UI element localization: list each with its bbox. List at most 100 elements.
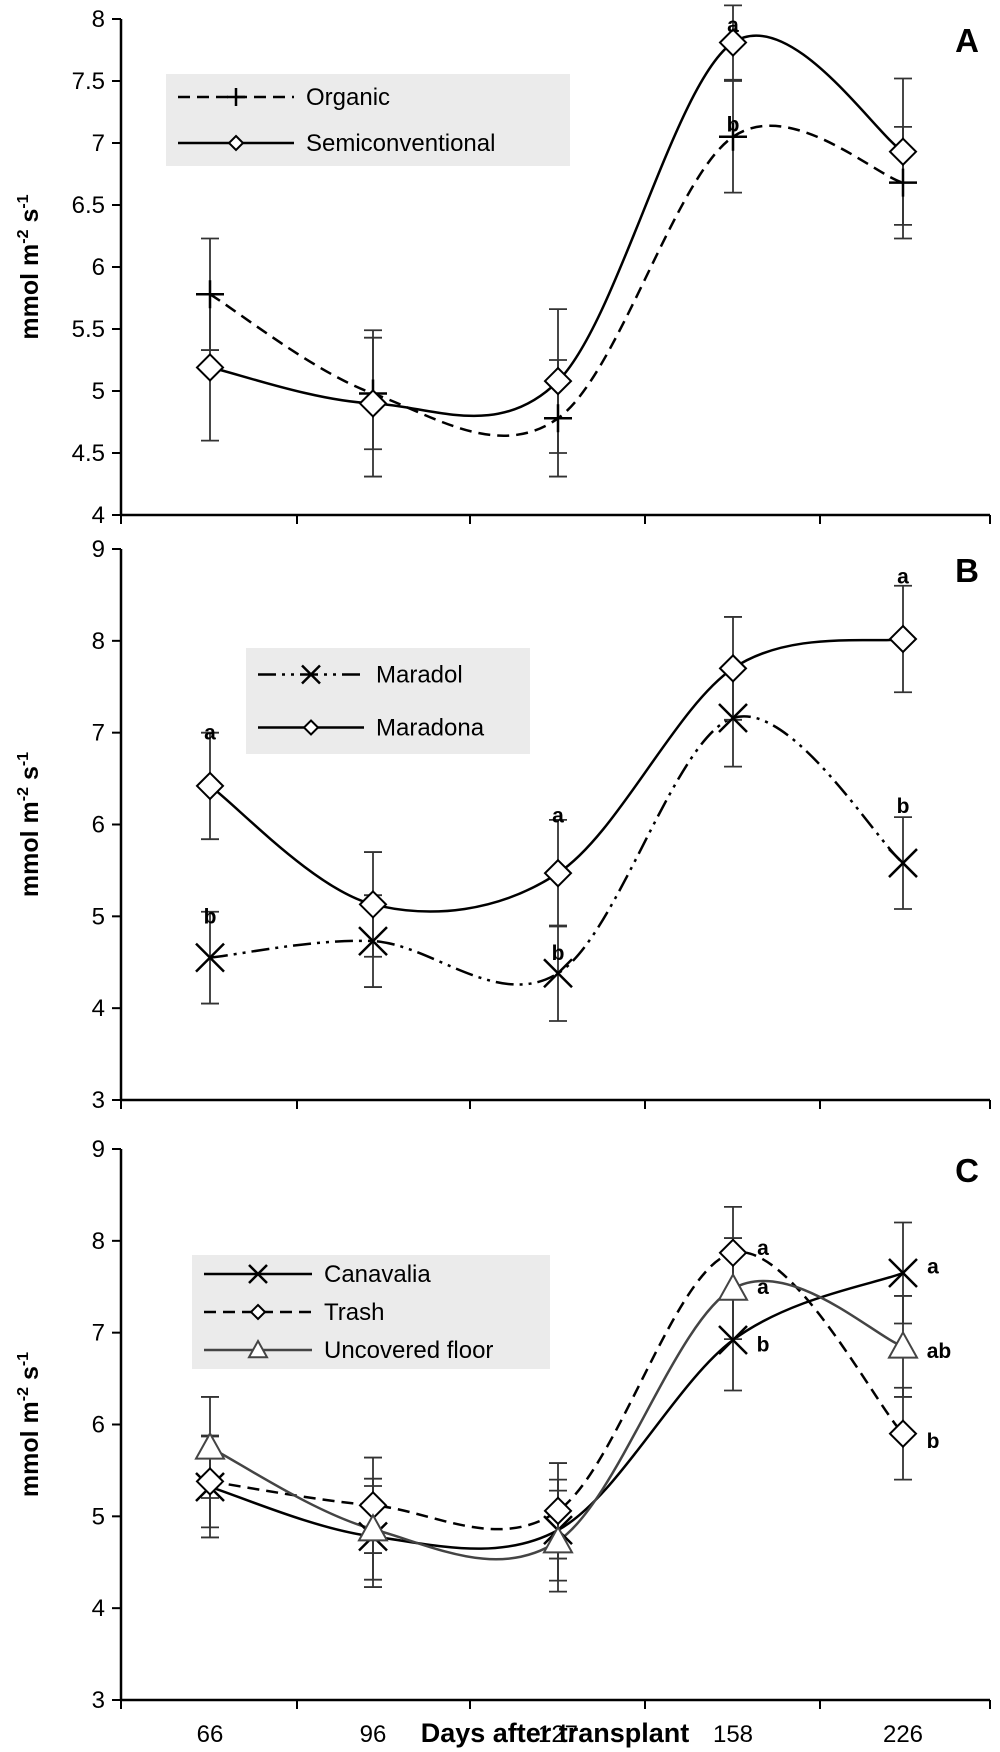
y-tick-label: 3 [92, 1087, 105, 1114]
y-tick-label: 4 [92, 502, 105, 529]
y-axis-label-part: -1 [15, 1352, 32, 1366]
data-point-maradona [718, 653, 748, 683]
y-axis-label-part: mmol m [16, 244, 44, 340]
y-tick-label: 8 [92, 628, 105, 655]
data-point-maradona-shape [718, 653, 748, 683]
legend: Canavalia Trash Uncovered floor [192, 1255, 550, 1369]
series-line-semiconventional [209, 34, 904, 418]
y-tick-label: 4 [92, 1595, 105, 1622]
x-tick-label: 226 [883, 1721, 923, 1748]
data-point-canavalia [718, 1325, 748, 1355]
data-point-canavalia-shape [888, 1258, 918, 1288]
data-point-canavalia-shape [718, 1325, 748, 1355]
data-point-uncovered-floor [542, 1525, 574, 1554]
data-point-organic-shape [544, 404, 572, 433]
y-tick-label: 6 [92, 812, 105, 839]
legend-marker-canavalia-shape [248, 1264, 268, 1284]
panel-label: A [955, 22, 979, 59]
legend-marker-maradona [302, 719, 320, 736]
y-tick-label: 9 [92, 536, 105, 563]
data-point-semiconventional [543, 366, 573, 396]
significance-letter: a [757, 1237, 769, 1260]
data-point-maradona [888, 624, 918, 654]
significance-letter: b [204, 905, 217, 928]
series-line-organic [209, 124, 904, 437]
legend-marker-maradol [301, 664, 321, 685]
data-point-organic-shape [196, 280, 224, 309]
significance-letter: a [204, 722, 216, 745]
y-tick-label: 9 [92, 1136, 105, 1163]
panel-b: 3 4 5 6 7 8 9 mmol m-2 s-1 Ba b a b a b Maradol Maradon… [15, 536, 991, 1114]
y-axis-label-part: mmol m [16, 801, 44, 897]
significance-letter: b [727, 113, 740, 136]
y-axis-label-part: s [16, 209, 44, 230]
data-point-semiconventional [195, 353, 225, 382]
data-point-semiconventional [888, 137, 918, 167]
series-line-trash [209, 1251, 904, 1531]
legend-marker-trash [249, 1303, 267, 1321]
x-tick-label: 96 [360, 1721, 387, 1748]
data-point-uncovered-floor-shape [194, 1431, 226, 1460]
legend: Organic Semiconventional [166, 74, 570, 166]
legend-marker-organic-shape [227, 88, 245, 106]
legend-marker-maradol-shape [301, 664, 321, 685]
data-point-maradol-shape [718, 703, 748, 733]
y-tick-label: 4 [92, 995, 105, 1022]
data-point-trash [718, 1238, 748, 1268]
y-axis-label-part: -2 [15, 787, 32, 801]
y-tick-label: 7 [92, 720, 105, 747]
data-point-uncovered-floor [357, 1513, 389, 1542]
y-tick-label: 5.5 [72, 316, 105, 343]
x-tick-label: 127 [538, 1721, 578, 1748]
data-point-semiconventional-shape [543, 366, 573, 396]
legend-marker-trash-shape [249, 1303, 267, 1321]
data-point-uncovered-floor-shape [542, 1525, 574, 1554]
data-point-maradol [195, 942, 225, 973]
data-point-semiconventional-shape [358, 388, 388, 418]
y-tick-label: 7 [92, 130, 105, 157]
y-axis-label-2: mmol m-2 s-1 [15, 1352, 44, 1497]
legend-label: Uncovered floor [324, 1337, 493, 1364]
data-point-maradol [543, 958, 573, 989]
significance-letter: a [552, 804, 564, 827]
y-tick-label: 7.5 [72, 68, 105, 95]
data-point-trash-shape [888, 1419, 918, 1449]
y-axis-label-1: mmol m-2 s-1 [15, 752, 44, 897]
panel-a: 4 4.5 5 5.5 6 6.5 7 7.5 8 mmol m-2 s-1 Aa b Organic S… [15, 4, 991, 529]
data-point-uncovered-floor [194, 1431, 226, 1460]
legend-marker-semiconventional [227, 134, 245, 152]
legend-box [246, 648, 530, 754]
data-point-maradona-shape [543, 858, 573, 888]
data-point-organic [196, 280, 224, 309]
data-point-uncovered-floor-shape [357, 1513, 389, 1542]
significance-letter: a [897, 566, 909, 589]
y-tick-label: 5 [92, 1503, 105, 1530]
data-point-maradol-shape [195, 942, 225, 973]
data-point-maradol-shape [358, 926, 388, 957]
legend-label: Maradol [376, 662, 463, 689]
significance-letter: b [897, 795, 910, 818]
data-point-uncovered-floor [887, 1330, 919, 1359]
data-point-organic [889, 168, 917, 197]
y-tick-label: 4.5 [72, 440, 105, 467]
data-point-semiconventional [718, 28, 748, 57]
data-point-trash-shape [543, 1496, 573, 1526]
series-line-maradol [209, 715, 904, 986]
y-axis-label-part: -2 [15, 1387, 32, 1401]
y-tick-label: 5 [92, 378, 105, 405]
data-point-semiconventional-shape [888, 137, 918, 167]
y-axis-label-part: mmol m [16, 1401, 44, 1497]
data-point-trash-shape [195, 1467, 225, 1496]
series-line-uncovered-floor [209, 1279, 904, 1561]
data-point-canavalia [888, 1258, 918, 1288]
data-point-organic [544, 404, 572, 433]
data-point-maradol [358, 926, 388, 957]
data-point-uncovered-floor-shape [887, 1330, 919, 1359]
legend-label: Maradona [376, 715, 485, 742]
y-axis-label-part: s [16, 766, 44, 787]
data-point-maradol-shape [543, 958, 573, 989]
x-tick-label: 66 [197, 1721, 224, 1748]
data-point-trash [195, 1467, 225, 1496]
